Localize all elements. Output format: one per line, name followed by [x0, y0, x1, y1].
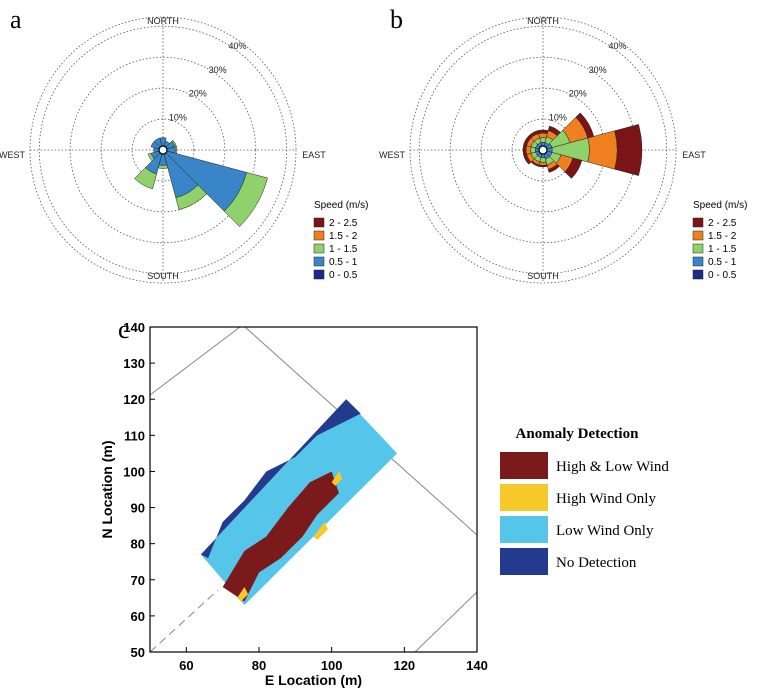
anomaly-region [331, 471, 343, 486]
rose-segment [537, 129, 549, 134]
y-tick-label: 110 [124, 428, 145, 443]
legend-label: 2 - 2.5 [329, 218, 358, 229]
r-tick-label: 10% [169, 112, 187, 122]
y-tick-label: 50 [131, 645, 145, 660]
y-tick-label: 120 [123, 392, 145, 407]
direction-label: NORTH [527, 16, 559, 26]
rose-segment [174, 146, 178, 154]
center-hole [158, 145, 168, 155]
r-tick-label: 30% [589, 65, 607, 75]
y-tick-label: 60 [131, 609, 145, 624]
x-axis-label: E Location (m) [265, 672, 362, 688]
rose-segment [134, 167, 157, 190]
legend-title: Speed (m/s) [693, 200, 747, 211]
y-tick-label: 100 [123, 464, 145, 479]
legend-swatch [313, 269, 325, 280]
legend-swatch [692, 230, 704, 241]
legend-label: 1 - 1.5 [708, 244, 737, 255]
legend-label: Low Wind Only [556, 523, 654, 539]
rose-segment [525, 145, 532, 155]
legend-label: 2 - 2.5 [708, 218, 737, 229]
y-tick-label: 80 [131, 537, 145, 552]
direction-label: SOUTH [147, 271, 179, 281]
anomaly-region [200, 399, 361, 559]
rose-segment [547, 163, 560, 173]
r-tick-label: 30% [209, 65, 227, 75]
plot-frame [149, 326, 478, 653]
legend-title: Speed (m/s) [314, 200, 368, 211]
legend-swatch [692, 217, 704, 228]
direction-label: SOUTH [527, 271, 559, 281]
x-tick-label: 120 [393, 658, 415, 673]
r-tick-label: 10% [549, 112, 567, 122]
y-tick-label: 70 [131, 573, 145, 588]
direction-label: NORTH [147, 16, 179, 26]
legend-label: 1 - 1.5 [329, 244, 358, 255]
legend-label: 1.5 - 2 [329, 231, 358, 242]
legend-swatch [692, 256, 704, 267]
legend-label: No Detection [556, 555, 637, 571]
anomaly-region [222, 471, 339, 602]
r-tick-label: 20% [569, 89, 587, 99]
panel-label: a [10, 5, 22, 34]
rose-segment [147, 152, 155, 162]
x-tick-label: 140 [466, 658, 488, 673]
rose-segment [538, 132, 548, 139]
rose-segment [538, 161, 548, 166]
legend-swatch [500, 516, 548, 543]
legend-swatch [500, 452, 548, 479]
legend-swatch [500, 548, 548, 575]
r-tick-label: 40% [229, 41, 247, 51]
legend-swatch [313, 243, 325, 254]
center-hole [538, 145, 548, 155]
y-axis-label: N Location (m) [99, 441, 115, 539]
direction-label: EAST [682, 150, 706, 160]
rose-segment [175, 184, 208, 211]
legend-label: 0 - 0.5 [708, 270, 737, 281]
legend-swatch [313, 230, 325, 241]
rose-segment [587, 130, 618, 170]
rose-segment [223, 172, 268, 227]
legend-swatch [500, 484, 548, 511]
anomaly-region [313, 522, 329, 541]
y-tick-label: 90 [131, 501, 145, 516]
r-tick-label: 20% [189, 89, 207, 99]
y-tick-label: 130 [123, 356, 145, 371]
legend-label: High & Low Wind [556, 459, 669, 475]
grid-ring [131, 118, 195, 182]
anomaly-region [237, 587, 249, 602]
panel-label: b [390, 5, 403, 34]
legend-label: 0 - 0.5 [329, 270, 358, 281]
rose-segment [614, 124, 643, 176]
legend-swatch [313, 256, 325, 267]
legend-label: High Wind Only [556, 491, 656, 507]
legend-label: 0.5 - 1 [708, 257, 737, 268]
y-tick-label: 140 [123, 320, 145, 335]
legend-swatch [692, 243, 704, 254]
panel-label: c [118, 315, 130, 344]
legend-label: 1.5 - 2 [708, 231, 737, 242]
x-tick-label: 60 [179, 658, 193, 673]
legend-label: 0.5 - 1 [329, 257, 358, 268]
direction-label: WEST [379, 150, 406, 160]
rose-segment [564, 157, 583, 179]
direction-label: WEST [0, 150, 26, 160]
legend-title: Anomaly Detection [516, 426, 640, 442]
x-tick-label: 80 [252, 658, 266, 673]
rose-segment [538, 164, 548, 168]
rose-segment [528, 130, 539, 139]
legend-swatch [313, 217, 325, 228]
grid-ring [69, 56, 257, 244]
direction-label: EAST [302, 150, 326, 160]
rose-segment [522, 144, 527, 156]
rose-segment [157, 164, 169, 169]
x-tick-label: 100 [321, 658, 343, 673]
legend-swatch [692, 269, 704, 280]
r-tick-label: 40% [609, 41, 627, 51]
